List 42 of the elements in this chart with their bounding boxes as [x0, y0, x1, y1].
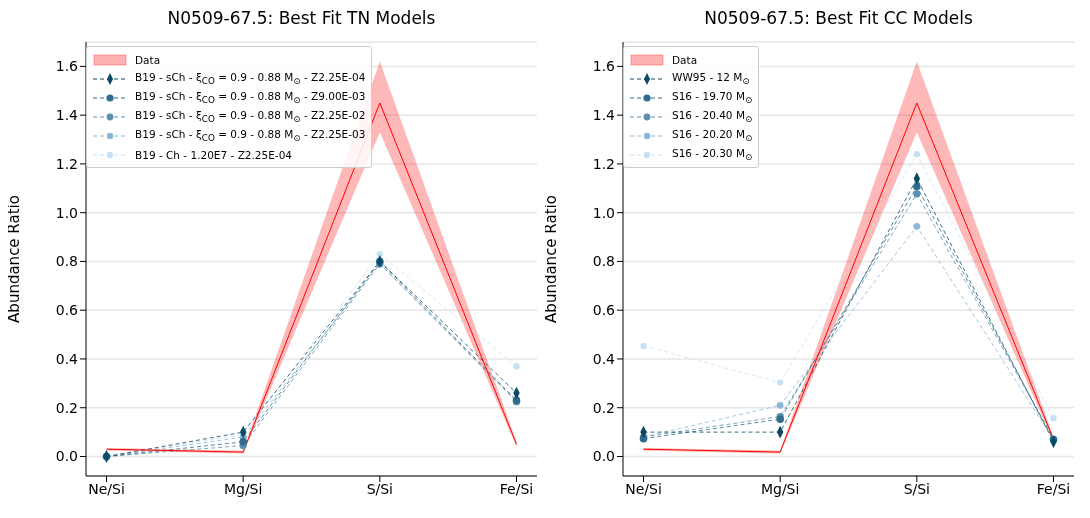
y-tick-label: 0.2: [55, 399, 78, 416]
legend-label: B19 - sCh - ξ$_{CO}$ = 0.9 - 0.88 M$_{⊙}$ - Z9.00E-03: [135, 89, 366, 106]
y-tick-label: 1.0: [592, 204, 615, 221]
y-tick-label: 1.6: [55, 58, 79, 75]
x-tick-label: Mg/Si: [223, 480, 263, 497]
legend-label: Data: [135, 53, 161, 66]
legend-label: S16 - 20.20 M$_{⊙}$: [672, 127, 753, 144]
legend-label: B19 - Ch - 1.20E7 - Z2.25E-04: [135, 148, 292, 161]
legend-label: B19 - sCh - ξ$_{CO}$ = 0.9 - 0.88 M$_{⊙}$ - Z2.25E-03: [135, 127, 366, 144]
y-tick-label: 0.4: [55, 350, 79, 367]
y-tick-label: 0.0: [592, 448, 615, 465]
y-tick-label: 0.6: [592, 302, 616, 319]
y-tick-label: 1.2: [55, 155, 78, 172]
x-tick-label: S/Si: [366, 480, 394, 497]
y-tick-label: 0.8: [55, 253, 78, 270]
y-axis-title: Abundance Ratio: [5, 195, 24, 323]
chart-title: N0509-67.5: Best Fit TN Models: [166, 8, 437, 30]
legend-label: S16 - 19.70 M$_{⊙}$: [672, 89, 753, 106]
legend-label: Data: [672, 53, 698, 66]
y-axis-title: Abundance Ratio: [542, 195, 561, 323]
y-tick-label: 1.2: [592, 155, 615, 172]
x-tick-label: Ne/Si: [625, 480, 662, 497]
legend-label: WW95 - 12 M$_{⊙}$: [672, 70, 750, 87]
x-tick-label: Ne/Si: [88, 480, 125, 497]
legend-label: B19 - sCh - ξ$_{CO}$ = 0.9 - 0.88 M$_{⊙}$ - Z2.25E-02: [135, 108, 366, 125]
y-tick-label: 0.8: [592, 253, 615, 270]
y-tick-label: 0.0: [55, 448, 78, 465]
y-tick-label: 1.4: [55, 107, 79, 124]
legend-label: B19 - sCh - ξ$_{CO}$ = 0.9 - 0.88 M$_{⊙}$ - Z2.25E-04: [135, 70, 366, 87]
y-tick-label: 0.4: [592, 350, 616, 367]
x-tick-label: Fe/Si: [1036, 480, 1071, 497]
legend-label: S16 - 20.40 M$_{⊙}$: [672, 108, 753, 125]
x-tick-label: Mg/Si: [760, 480, 800, 497]
legend-label: S16 - 20.30 M$_{⊙}$: [672, 146, 753, 163]
y-tick-label: 1.6: [592, 58, 616, 75]
y-tick-label: 1.0: [55, 204, 78, 221]
x-tick-label: Fe/Si: [499, 480, 534, 497]
chart-title: N0509-67.5: Best Fit CC Models: [703, 8, 974, 30]
x-tick-label: S/Si: [903, 480, 931, 497]
y-tick-label: 1.4: [592, 107, 616, 124]
y-tick-label: 0.2: [592, 399, 615, 416]
y-tick-label: 0.6: [55, 302, 79, 319]
